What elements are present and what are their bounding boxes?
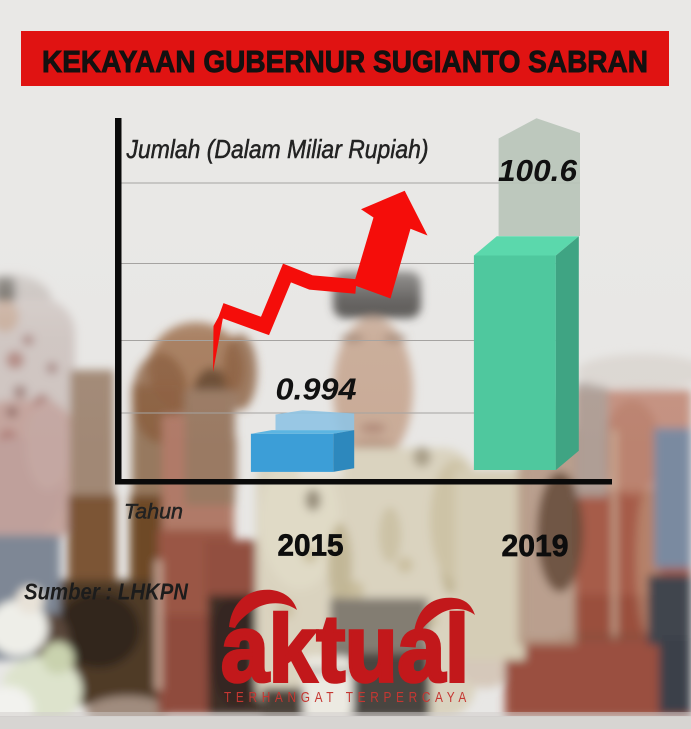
svg-text:Tahun: Tahun [124, 500, 183, 523]
svg-text:2019: 2019 [502, 528, 569, 563]
svg-text:KEKAYAAN GUBERNUR SUGIANTO SAB: KEKAYAAN GUBERNUR SUGIANTO SABRAN [42, 44, 648, 79]
svg-text:0.994: 0.994 [276, 372, 357, 407]
svg-text:2015: 2015 [278, 528, 344, 563]
svg-text:Sumber : LHKPN: Sumber : LHKPN [24, 579, 188, 605]
svg-text:Jumlah (Dalam Miliar Rupiah): Jumlah (Dalam Miliar Rupiah) [126, 134, 429, 164]
svg-text:TERHANGAT TERPERCAYA: TERHANGAT TERPERCAYA [224, 689, 471, 706]
svg-text:100.6: 100.6 [498, 154, 578, 188]
svg-text:aktual: aktual [221, 596, 469, 702]
